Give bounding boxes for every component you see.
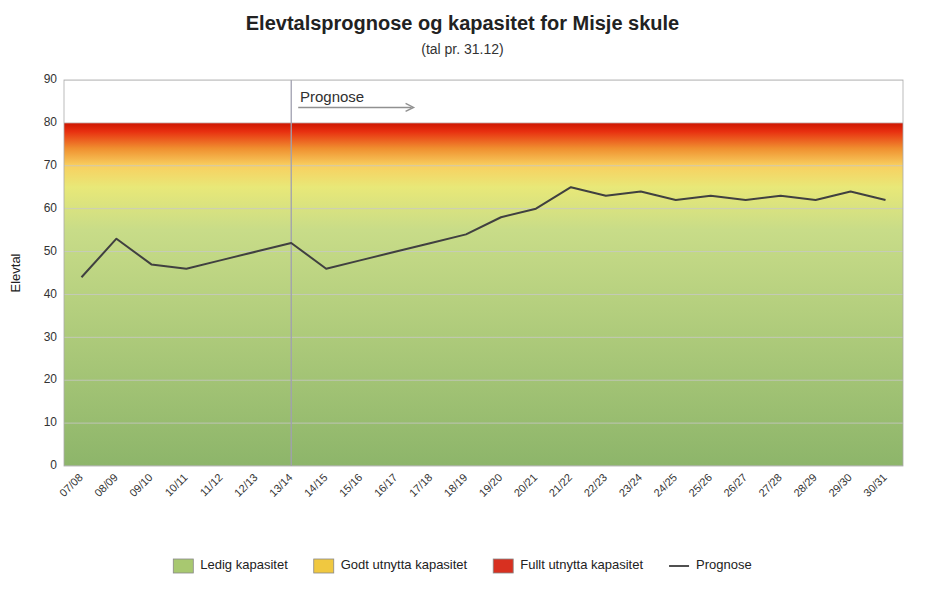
grid-line xyxy=(64,337,903,338)
subtitle: (tal pr. 31.12) xyxy=(421,41,504,57)
grid-line xyxy=(64,165,903,166)
y-tick-label: 40 xyxy=(44,287,58,301)
x-tick-label: 12/13 xyxy=(232,471,260,499)
grid-line xyxy=(64,423,903,424)
x-tick-label: 07/08 xyxy=(57,471,85,499)
x-tick-label: 16/17 xyxy=(372,471,400,499)
x-tick-label: 21/22 xyxy=(546,471,574,499)
x-tick-label: 30/31 xyxy=(861,471,889,499)
grid-line xyxy=(64,251,903,252)
grid-line xyxy=(64,208,903,209)
x-tick-label: 17/18 xyxy=(407,471,435,499)
prognose-line xyxy=(81,187,885,277)
y-tick-label: 20 xyxy=(44,372,58,386)
legend-item: Godt utnytta kapasitet xyxy=(314,557,468,573)
x-tick-label: 11/12 xyxy=(197,471,224,498)
prognose-start-line xyxy=(291,80,292,466)
x-tick-label: 18/19 xyxy=(442,471,470,499)
capacity-area xyxy=(64,123,903,466)
x-tick-label: 08/09 xyxy=(92,471,120,499)
annotation: Prognose xyxy=(300,88,364,105)
x-tick-label: 22/23 xyxy=(581,471,609,499)
y-tick-label: 10 xyxy=(44,415,58,429)
x-tick-label: 23/24 xyxy=(616,471,644,499)
legend-swatch xyxy=(493,559,513,573)
grid-line xyxy=(64,122,903,123)
y-tick-label: 30 xyxy=(44,330,58,344)
y-tick-label: 80 xyxy=(44,115,58,129)
plot-frame xyxy=(64,80,903,466)
legend-swatch xyxy=(173,559,193,573)
x-tick-label: 29/30 xyxy=(826,471,854,499)
x-tick-label: 14/15 xyxy=(302,471,330,499)
legend-item: Ledig kapasitet xyxy=(173,557,288,573)
x-tick-label: 10/11 xyxy=(162,471,189,498)
x-tick-label: 26/27 xyxy=(721,471,749,499)
x-tick-label: 19/20 xyxy=(476,471,504,499)
legend-label: Prognose xyxy=(696,557,752,572)
legend-label: Ledig kapasitet xyxy=(200,557,288,572)
y-tick-label: 90 xyxy=(44,72,58,86)
legend-swatch xyxy=(669,565,689,567)
x-tick-label: 27/28 xyxy=(756,471,784,499)
legend-item: Prognose xyxy=(669,557,752,572)
legend-swatch xyxy=(314,559,334,573)
grid-line xyxy=(64,294,903,295)
x-tick-label: 28/29 xyxy=(791,471,819,499)
y-tick-label: 60 xyxy=(44,201,58,215)
x-tick-label: 20/21 xyxy=(511,471,539,499)
y-tick-label: 70 xyxy=(44,158,58,172)
x-tick-label: 24/25 xyxy=(651,471,679,499)
y-tick-label: 0 xyxy=(50,458,57,472)
grid-line xyxy=(64,380,903,381)
legend-label: Godt utnytta kapasitet xyxy=(341,557,468,572)
y-tick-label: 50 xyxy=(44,244,58,258)
legend: Ledig kapasitet Godt utnytta kapasitet Ful… xyxy=(173,557,751,573)
plot-area xyxy=(64,80,903,466)
legend-label: Fullt utnytta kapasitet xyxy=(520,557,643,572)
y-axis-label: Elevtal xyxy=(8,253,23,292)
x-tick-label: 09/10 xyxy=(127,471,155,499)
x-tick-label: 13/14 xyxy=(267,471,295,499)
x-tick-label: 25/26 xyxy=(686,471,714,499)
title: Elevtalsprognose og kapasitet for Misje … xyxy=(246,12,679,34)
chart: Elevtalsprognose og kapasitet for Misje … xyxy=(0,0,925,604)
legend-item: Fullt utnytta kapasitet xyxy=(493,557,643,573)
x-tick-label: 15/16 xyxy=(337,471,365,499)
